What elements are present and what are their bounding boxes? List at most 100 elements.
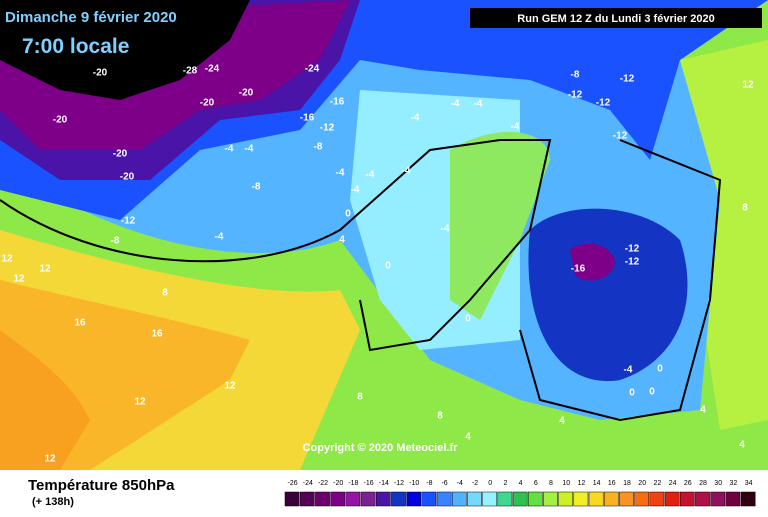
- contour-label: 8: [162, 288, 168, 299]
- contour-label: 12: [44, 454, 56, 465]
- scale-swatch: [284, 491, 300, 507]
- scale-label: -26: [288, 480, 298, 487]
- contour-label: -4: [451, 99, 460, 110]
- contour-label: 0: [385, 261, 391, 272]
- contour-label: -12: [121, 216, 136, 227]
- cold-zone: [528, 208, 688, 382]
- scale-swatch: [330, 491, 346, 507]
- contour-label: 12: [1, 254, 13, 265]
- contour-label: -12: [320, 123, 335, 134]
- contour-label: -4: [474, 99, 483, 110]
- scale-label: 20: [638, 480, 646, 487]
- contour-label: 16: [74, 318, 86, 329]
- scale-swatch: [695, 491, 710, 507]
- scale-swatch: [436, 491, 452, 507]
- mild-zone: [450, 131, 550, 320]
- map-time: 7:00 locale: [22, 35, 129, 58]
- contour-label: -24: [305, 64, 320, 75]
- scale-swatch: [360, 491, 376, 507]
- scale-label: -6: [441, 480, 447, 487]
- contour-label: -12: [625, 244, 640, 255]
- scale-label: 8: [549, 480, 553, 487]
- contour-label: -16: [300, 113, 315, 124]
- scale-swatch: [740, 491, 756, 507]
- scale-label: 28: [699, 480, 707, 487]
- contour-label: 4: [700, 405, 706, 416]
- contour-label: -20: [120, 172, 135, 183]
- very-cold-zone: [570, 243, 615, 281]
- contour-label: -4: [411, 113, 420, 124]
- contour-label: -12: [596, 98, 611, 109]
- contour-label: 12: [134, 397, 146, 408]
- scale-swatch: [345, 491, 361, 507]
- scale-label: -8: [426, 480, 432, 487]
- scale-swatch: [664, 491, 680, 507]
- scale-label: 12: [578, 480, 586, 487]
- contour-label: 4: [465, 432, 471, 443]
- contour-label: -20: [53, 115, 68, 126]
- scale-swatch: [482, 491, 498, 507]
- contour-label: -4: [441, 224, 450, 235]
- scale-label: -14: [379, 480, 389, 487]
- scale-swatch: [527, 491, 543, 507]
- scale-label: 10: [562, 480, 570, 487]
- run-box: [470, 8, 762, 28]
- scale-swatch: [573, 491, 589, 507]
- copyright: Copyright © 2020 Meteociel.fr: [303, 442, 459, 454]
- scale-swatch: [710, 491, 726, 507]
- contour-label: -28: [183, 66, 198, 77]
- contour-label: -4: [511, 122, 520, 133]
- contour: [519, 139, 722, 422]
- scale-label: 4: [519, 480, 523, 487]
- contour-label: -20: [93, 68, 108, 79]
- contour-label: 0: [649, 387, 655, 398]
- extreme-cold-zone: [0, 0, 250, 100]
- contour-label: 12: [13, 274, 25, 285]
- lead-time: (+ 138h): [32, 496, 74, 508]
- contour-label: 0: [465, 314, 471, 325]
- scale-label: 26: [684, 480, 692, 487]
- contour-label: -12: [613, 131, 628, 142]
- scale-swatch: [725, 491, 741, 507]
- contour-label: -8: [111, 236, 120, 247]
- contour-label: 4: [739, 440, 745, 451]
- field-name: Température 850hPa: [28, 477, 175, 494]
- scale-label: 34: [745, 480, 753, 487]
- scale-swatch: [451, 491, 467, 507]
- contour-label: -16: [330, 97, 345, 108]
- contour-label: -8: [314, 142, 323, 153]
- contour-label: -4: [624, 365, 633, 376]
- scale-swatch: [467, 491, 482, 507]
- scale-label: 14: [593, 480, 601, 487]
- scale-swatch: [299, 491, 315, 507]
- contour-label: 8: [742, 203, 748, 214]
- scale-swatch: [421, 491, 437, 507]
- contour-label: 12: [39, 264, 51, 275]
- scale-label: -2: [472, 480, 478, 487]
- scale-label: 6: [534, 480, 538, 487]
- scale-swatch: [315, 491, 330, 507]
- contour-label: 12: [224, 381, 236, 392]
- contour-label: -4: [351, 185, 360, 196]
- contour-label: -4: [336, 168, 345, 179]
- scale-swatch: [619, 491, 634, 507]
- contour-label: 8: [437, 411, 443, 422]
- warm-zone: [0, 330, 90, 470]
- scale-label: 18: [623, 480, 631, 487]
- contour-label: 0: [657, 364, 663, 375]
- contour-label: -12: [620, 74, 635, 85]
- contour-label: -4: [402, 166, 411, 177]
- scale-swatch: [512, 491, 528, 507]
- contour: [0, 139, 552, 352]
- contour-label: -24: [205, 64, 220, 75]
- scale-label: 2: [503, 480, 507, 487]
- contour-label: -8: [571, 70, 580, 81]
- scale-label: 22: [654, 480, 662, 487]
- contour-label: -4: [215, 232, 224, 243]
- contour-label: -12: [568, 90, 583, 101]
- scale-label: -10: [409, 480, 419, 487]
- scale-swatch: [603, 491, 619, 507]
- map-date: Dimanche 9 février 2020: [5, 9, 177, 26]
- scale-swatch: [497, 491, 513, 507]
